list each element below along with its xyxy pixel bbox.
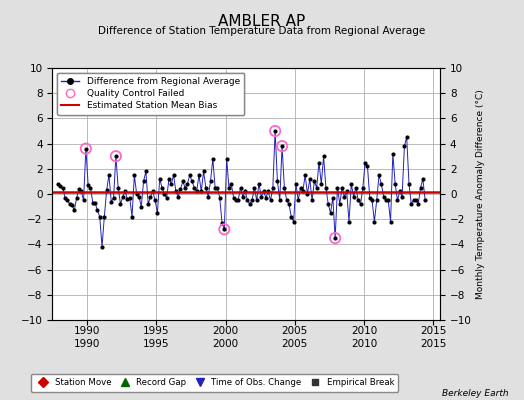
Text: 2000: 2000 bbox=[212, 326, 238, 336]
Text: 2010: 2010 bbox=[351, 326, 377, 336]
Text: 2005: 2005 bbox=[281, 326, 308, 336]
Point bbox=[271, 128, 279, 134]
Text: 2010: 2010 bbox=[351, 339, 377, 349]
Text: 2015: 2015 bbox=[420, 326, 446, 336]
Text: Berkeley Earth: Berkeley Earth bbox=[442, 389, 508, 398]
Y-axis label: Monthly Temperature Anomaly Difference (°C): Monthly Temperature Anomaly Difference (… bbox=[476, 89, 485, 299]
Text: AMBLER AP: AMBLER AP bbox=[219, 14, 305, 29]
Point bbox=[112, 153, 120, 159]
Point bbox=[331, 235, 340, 241]
Text: 1995: 1995 bbox=[143, 339, 170, 349]
Text: 2005: 2005 bbox=[281, 339, 308, 349]
Text: 1990: 1990 bbox=[74, 326, 100, 336]
Point bbox=[220, 226, 228, 232]
Point bbox=[82, 146, 90, 152]
Text: 1990: 1990 bbox=[74, 339, 100, 349]
Legend: Station Move, Record Gap, Time of Obs. Change, Empirical Break: Station Move, Record Gap, Time of Obs. C… bbox=[30, 374, 398, 392]
Text: 2015: 2015 bbox=[420, 339, 446, 349]
Point bbox=[278, 143, 286, 149]
Legend: Difference from Regional Average, Quality Control Failed, Estimated Station Mean: Difference from Regional Average, Qualit… bbox=[57, 72, 245, 115]
Text: 2000: 2000 bbox=[212, 339, 238, 349]
Text: Difference of Station Temperature Data from Regional Average: Difference of Station Temperature Data f… bbox=[99, 26, 425, 36]
Text: 1995: 1995 bbox=[143, 326, 170, 336]
